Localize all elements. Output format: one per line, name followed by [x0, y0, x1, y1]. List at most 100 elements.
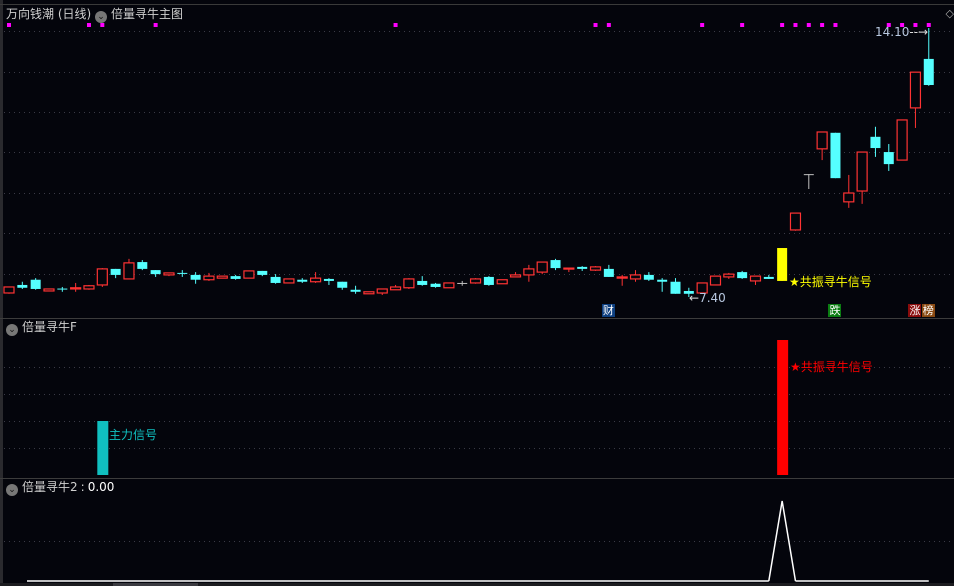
candle-body: [856, 151, 868, 192]
candle-body: [629, 274, 642, 280]
candle-body: [536, 261, 548, 273]
signal-marker: [900, 23, 905, 27]
candle-body: [323, 278, 334, 281]
panel-f-name[interactable]: 倍量寻牛F: [22, 320, 77, 334]
signal-marker: [740, 23, 745, 27]
candle-body: [350, 289, 361, 292]
candle-body: [216, 275, 228, 279]
panel-2-title: ⌄ 倍量寻牛2:0.00: [6, 480, 114, 496]
candle-body: [643, 274, 654, 280]
signal-marker: [886, 23, 891, 27]
signal-marker: [393, 23, 398, 27]
candle-body: [70, 287, 82, 290]
signal-marker: [793, 23, 798, 27]
candle-body: [270, 276, 281, 283]
event-tag[interactable]: 跌: [828, 304, 842, 317]
candle-body: [723, 273, 735, 278]
candle-body: [909, 71, 922, 109]
candle-body: [923, 58, 934, 86]
candle-body: [417, 280, 428, 285]
signal-bar: [97, 421, 109, 475]
candle-body: [763, 276, 774, 279]
scrollbar-thumb: [113, 583, 198, 586]
candle-body: [257, 270, 268, 275]
signal-marker: [913, 23, 918, 27]
candle-body: [363, 291, 375, 295]
scrollbar-track: [0, 583, 954, 586]
left-border: [0, 0, 3, 586]
indicator-name[interactable]: 倍量寻牛主图: [111, 7, 184, 21]
signal-marker: [806, 23, 811, 27]
candle-body: [337, 281, 348, 288]
signal-marker: [86, 23, 91, 27]
candle-body: [57, 288, 68, 290]
candle-body: [883, 152, 894, 165]
candle-body: [309, 277, 322, 283]
chevron-down-icon[interactable]: ⌄: [95, 11, 108, 23]
event-tag[interactable]: 财: [601, 304, 615, 317]
panel-2-name[interactable]: 倍量寻牛2: [22, 480, 78, 494]
chevron-down-icon[interactable]: ⌄: [6, 324, 18, 336]
signal-line: [768, 500, 797, 582]
panel-f-title: ⌄ 倍量寻牛F: [6, 320, 77, 336]
event-tag[interactable]: 榜: [921, 304, 935, 317]
signal-marker: [780, 23, 785, 27]
candle-body: [696, 282, 708, 294]
candle-body: [563, 267, 575, 270]
candle-body: [243, 270, 255, 279]
signal-marker: [700, 23, 705, 27]
candle-body: [83, 285, 95, 290]
candle-body: [670, 281, 681, 294]
resonance-signal-label: ★共振寻牛信号: [790, 360, 873, 374]
candle-body: [110, 268, 121, 275]
signal-marker: [593, 23, 598, 27]
candle-body: [297, 279, 308, 282]
signal-marker: [820, 23, 825, 27]
period: (日线): [57, 7, 92, 21]
main-signal-label: ★共振寻牛信号: [789, 275, 872, 289]
candle-body: [843, 192, 855, 203]
candle-body: [177, 272, 188, 274]
candle-body: [137, 262, 148, 269]
chevron-down-icon[interactable]: ⌄: [6, 484, 18, 496]
candle-body: [523, 268, 535, 276]
signal-marker: [606, 23, 611, 27]
candle-body: [709, 275, 722, 286]
candle-body: [683, 290, 694, 294]
candle-body: [616, 276, 628, 279]
signal-bar: [777, 340, 789, 475]
low-price-label: ←7.40: [689, 291, 726, 305]
candle-body: [803, 174, 814, 176]
candle-body: [816, 131, 828, 150]
candle-body: [443, 282, 455, 289]
candle-body: [96, 268, 108, 286]
signal-marker: [926, 23, 931, 27]
candle-body: [376, 288, 388, 294]
event-tag[interactable]: 涨: [908, 304, 922, 317]
main-panel-title: 万向钱潮 (日线) ⌄ 倍量寻牛主图: [6, 7, 183, 23]
candle-body: [749, 275, 762, 282]
signal-marker: [7, 23, 11, 27]
diamond-icon[interactable]: ◇: [945, 7, 954, 20]
candle-body: [403, 278, 415, 289]
candle-body: [789, 212, 802, 231]
stock-name: 万向钱潮: [6, 7, 55, 21]
candle-body: [150, 270, 161, 275]
candle-body: [483, 276, 494, 285]
candle-body: [163, 272, 175, 276]
candle-body: [389, 286, 402, 291]
candle-body: [430, 283, 441, 287]
candle-body: [509, 274, 522, 278]
candle-body: [3, 286, 15, 294]
candle-body: [550, 260, 561, 269]
candle-body: [577, 266, 588, 269]
candle-body: [469, 278, 482, 284]
candle-body: [830, 132, 841, 179]
candle-body: [589, 266, 602, 271]
candle-body: [190, 274, 201, 280]
candle-body: [777, 248, 788, 281]
candle-body: [283, 278, 295, 284]
signal-marker: [833, 23, 838, 27]
candle-body: [230, 276, 241, 279]
